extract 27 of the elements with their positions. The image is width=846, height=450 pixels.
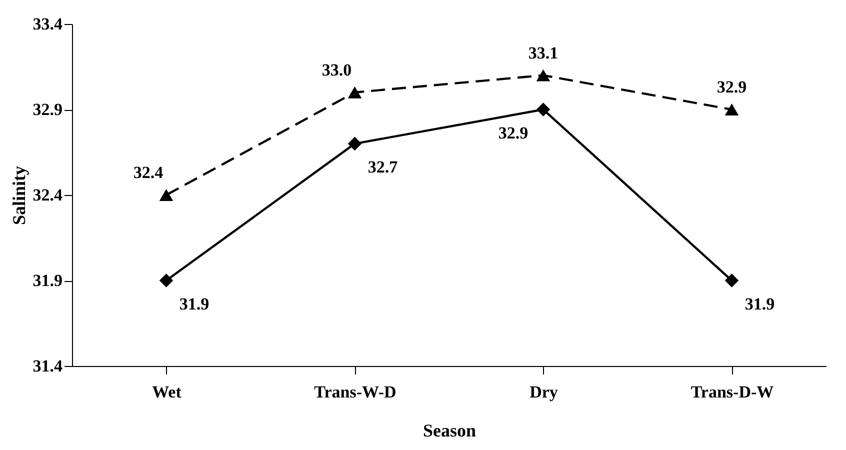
data-label: 32.4	[133, 163, 164, 182]
data-label: 33.0	[322, 60, 352, 80]
point	[348, 86, 362, 98]
data-label: 31.9	[744, 294, 775, 314]
point	[536, 69, 550, 82]
data-label: 31.9	[179, 294, 210, 314]
y-tick-label: 31.9	[32, 271, 62, 290]
y-tick-label: 31.4	[32, 356, 63, 376]
y-axis-title: Salinity	[8, 166, 29, 226]
data-label: 33.1	[528, 43, 558, 62]
y-tick-label: 32.9	[32, 100, 62, 119]
x-tick-label: Trans-W-D	[314, 382, 396, 402]
point	[724, 274, 739, 288]
y-tick-label: 33.4	[32, 14, 63, 34]
y-tick-label: 32.4	[32, 186, 63, 204]
point	[159, 274, 174, 288]
x-tick-label: Dry	[530, 382, 558, 402]
data-label: 32.7	[368, 158, 398, 177]
point	[724, 104, 739, 116]
point	[348, 136, 362, 151]
data-label: 32.9	[498, 124, 528, 142]
point	[536, 102, 550, 116]
x-tick-label: Trans-D-W	[690, 382, 774, 402]
x-axis-title: Season	[422, 420, 476, 440]
point	[159, 189, 174, 201]
x-tick-label: Wet	[152, 382, 182, 402]
data-label: 32.9	[716, 78, 747, 96]
